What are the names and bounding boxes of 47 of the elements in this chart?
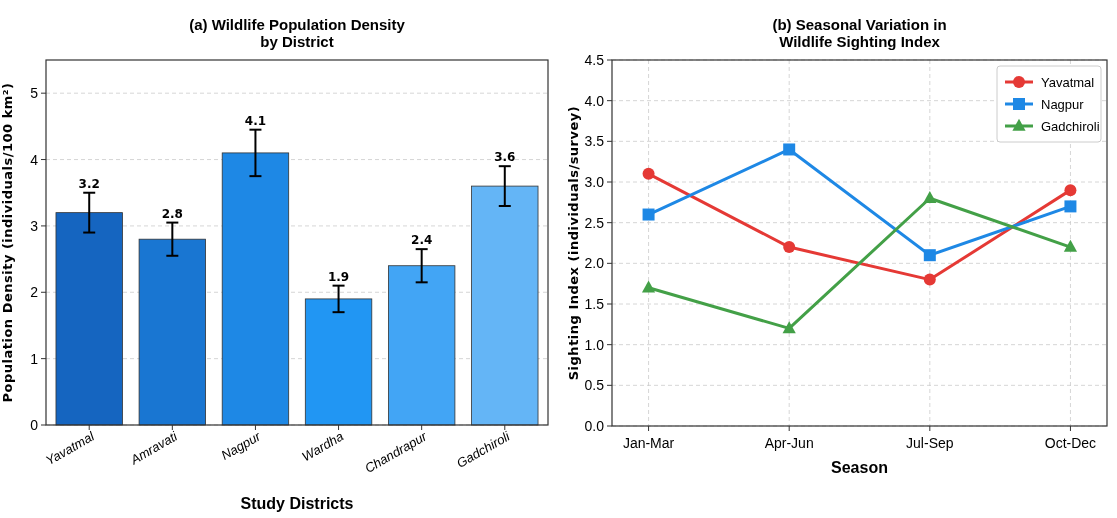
y-tick-label: 1 bbox=[30, 350, 39, 367]
y-tick-label: 1.5 bbox=[584, 296, 605, 312]
point bbox=[1064, 200, 1077, 213]
data-label: 1.9 bbox=[327, 269, 350, 284]
legend-label: Nagpur bbox=[1041, 97, 1085, 112]
y-axis-title: Sighting Index (individuals/survey) bbox=[566, 105, 581, 381]
chart-title: (a) Wildlife Population Density by District bbox=[189, 16, 406, 50]
y-tick-label: 0.5 bbox=[584, 377, 605, 394]
y-tick-label: 4.5 bbox=[584, 52, 605, 68]
data-label: 3.6 bbox=[494, 150, 516, 165]
y-tick-label: 5 bbox=[30, 85, 39, 102]
x-tick-label: Jan-Mar bbox=[622, 435, 675, 451]
y-tick-label: 0 bbox=[30, 417, 39, 433]
y-tick-label: 3.5 bbox=[584, 133, 605, 150]
point bbox=[923, 191, 937, 204]
y-tick-label: 4 bbox=[30, 151, 39, 168]
point bbox=[1064, 184, 1077, 197]
point bbox=[642, 167, 655, 180]
chart-title: (b) Seasonal Variation in Wildlife Sighting Index bbox=[772, 16, 947, 50]
point bbox=[923, 249, 936, 262]
point bbox=[641, 280, 656, 293]
x-tick-label: Oct-Dec bbox=[1044, 435, 1097, 451]
x-axis-title: Season bbox=[831, 459, 888, 476]
x-axis-title: Study Districts bbox=[240, 495, 354, 512]
x-tick-label: Jul-Sep bbox=[906, 435, 954, 451]
y-tick-label: 2.5 bbox=[584, 214, 605, 231]
point bbox=[783, 241, 796, 254]
y-tick-label: 3 bbox=[30, 217, 39, 234]
data-label: 4.1 bbox=[244, 113, 267, 128]
data-label: 3.2 bbox=[78, 176, 100, 191]
point bbox=[1063, 239, 1078, 252]
data-label: 2.4 bbox=[411, 233, 433, 248]
y-axis-title: Population Density (individuals/100 km²) bbox=[0, 82, 15, 403]
y-tick-label: 0.0 bbox=[584, 418, 605, 434]
y-tick-label: 2.0 bbox=[584, 255, 605, 272]
y-tick-label: 3.0 bbox=[584, 174, 605, 190]
x-tick-label: Apr-Jun bbox=[764, 435, 814, 451]
y-tick-label: 2 bbox=[30, 284, 39, 301]
point bbox=[782, 321, 796, 334]
data-label: 2.8 bbox=[161, 206, 183, 221]
legend-label: Gadchiroli bbox=[1041, 119, 1100, 134]
y-tick-label: 4.0 bbox=[584, 92, 605, 109]
point bbox=[783, 143, 796, 156]
point bbox=[642, 208, 655, 221]
legend-label: Yavatmal bbox=[1041, 75, 1095, 90]
y-tick-label: 1.0 bbox=[584, 336, 605, 353]
point bbox=[923, 273, 936, 286]
